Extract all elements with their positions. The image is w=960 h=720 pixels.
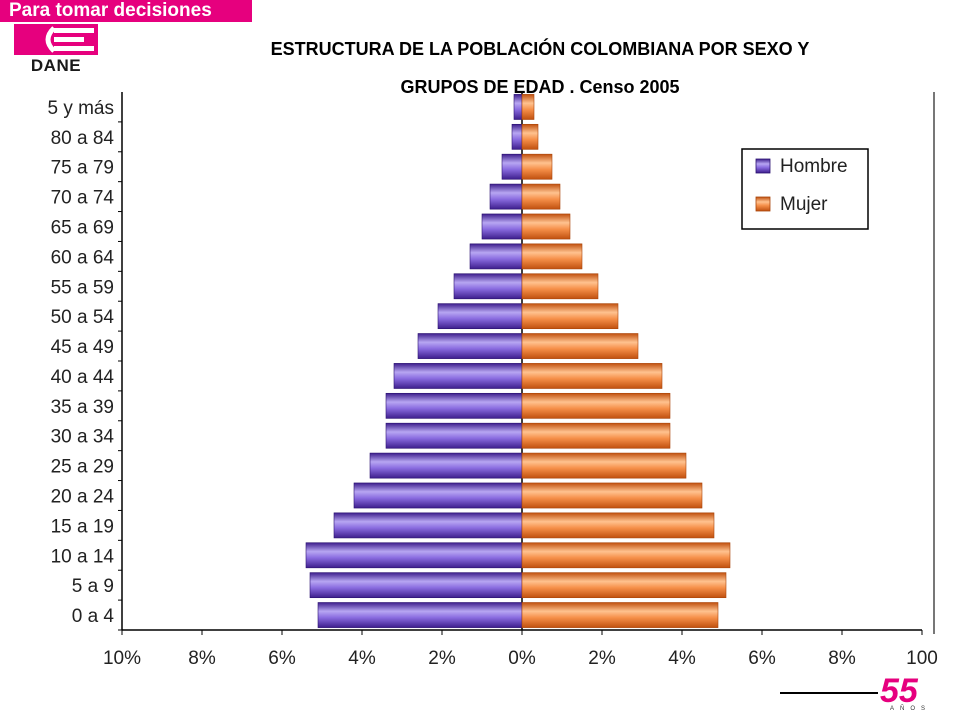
legend-swatch-hombre [755,158,771,174]
chart-title: ESTRUCTURA DE LA POBLACIÓN COLOMBIANA PO… [170,30,910,106]
y-tick-label: 15 a 19 [51,516,114,537]
x-tick-label: 0% [508,648,536,669]
title-line-2: GRUPOS DE EDAD . Censo 2005 [400,77,680,97]
title-line-1: ESTRUCTURA DE LA POBLACIÓN COLOMBIANA PO… [270,39,810,59]
x-tick-label: 8% [188,648,216,669]
x-tick-label: 4% [668,648,696,669]
bar-mujer [521,243,583,270]
bar-mujer [521,213,571,240]
bar-mujer [521,363,663,389]
x-tick-labels: 10% 8% 6% 4% 2% 0% 2% 4% 6% 8% 100 [103,630,938,669]
bar-hombre [511,123,523,150]
x-tick-label: 6% [748,648,776,669]
population-pyramid-chart: 0 a 4 5 a 9 10 a 14 15 a 19 20 a 24 25 a 29 30… [47,92,938,669]
bar-hombre [453,273,523,300]
y-tick-label: 20 a 24 [51,487,115,508]
bar-hombre [305,542,523,569]
x-tick-label: 10% [103,648,141,669]
bar-mujer [521,512,715,539]
bar-hombre [437,303,523,330]
bar-hombre [353,482,523,509]
bar-mujer [521,482,703,509]
bar-mujer [521,303,619,330]
legend-label-mujer: Mujer [780,194,828,215]
legend-swatch-mujer [755,196,771,212]
bar-mujer [521,183,561,210]
bars-group [305,94,731,628]
y-tick-label: 60 a 64 [51,247,115,268]
y-tick-label: 5 y más [47,98,114,119]
bar-hombre [481,213,523,240]
bar-hombre [489,183,523,210]
bar-hombre [369,452,523,479]
y-tick-label: 5 a 9 [72,576,114,597]
legend: Hombre Mujer [741,148,869,230]
logo-text: DANE [30,56,82,75]
bar-mujer [521,422,671,449]
dane-logo [14,24,98,55]
bar-mujer [521,392,671,419]
bar-mujer [521,542,731,569]
bar-hombre [333,512,523,539]
bar-mujer [521,572,727,599]
bar-hombre [501,153,523,180]
bar-hombre [513,94,523,120]
y-tick-label: 80 a 84 [51,128,115,149]
y-tick-label: 30 a 34 [51,427,115,448]
y-tick-labels: 0 a 4 5 a 9 10 a 14 15 a 19 20 a 24 25 a 29 30… [47,98,122,631]
y-tick-label: 45 a 49 [51,337,114,358]
bar-hombre [385,392,523,419]
x-tick-label: 8% [828,648,856,669]
y-tick-label: 50 a 54 [51,307,115,328]
bar-hombre [317,602,523,628]
bar-hombre [385,422,523,449]
bar-mujer [521,602,719,628]
x-tick-label: 2% [428,648,456,669]
tagline-banner: Para tomar decisiones [0,0,252,22]
y-tick-label: 35 a 39 [51,397,114,418]
legend-label-hombre: Hombre [780,156,848,177]
bar-mujer [521,94,535,120]
x-tick-label: 100 [906,648,938,669]
legend-box [741,148,869,230]
anniversary-logo-number: 55 [880,672,918,710]
y-tick-label: 10 a 14 [51,546,115,567]
footer-rule [780,692,878,694]
x-tick-label: 4% [348,648,376,669]
bar-mujer [521,153,553,180]
bar-mujer [521,333,639,359]
y-tick-label: 65 a 69 [51,218,114,239]
y-tick-label: 75 a 79 [51,158,114,179]
bar-hombre [417,333,523,359]
y-tick-label: 55 a 59 [51,277,114,298]
y-tick-label: 40 a 44 [51,367,115,388]
bar-hombre [393,363,523,389]
x-tick-label: 6% [268,648,296,669]
bar-mujer [521,452,687,479]
bar-mujer [521,273,599,300]
y-tick-label: 70 a 74 [51,188,115,209]
y-tick-label: 0 a 4 [72,606,115,627]
bar-hombre [309,572,523,599]
bar-hombre [469,243,523,270]
y-tick-label: 25 a 29 [51,457,114,478]
anniversary-logo-word: AÑOS [890,706,932,712]
x-tick-label: 2% [588,648,616,669]
bar-mujer [521,123,539,150]
